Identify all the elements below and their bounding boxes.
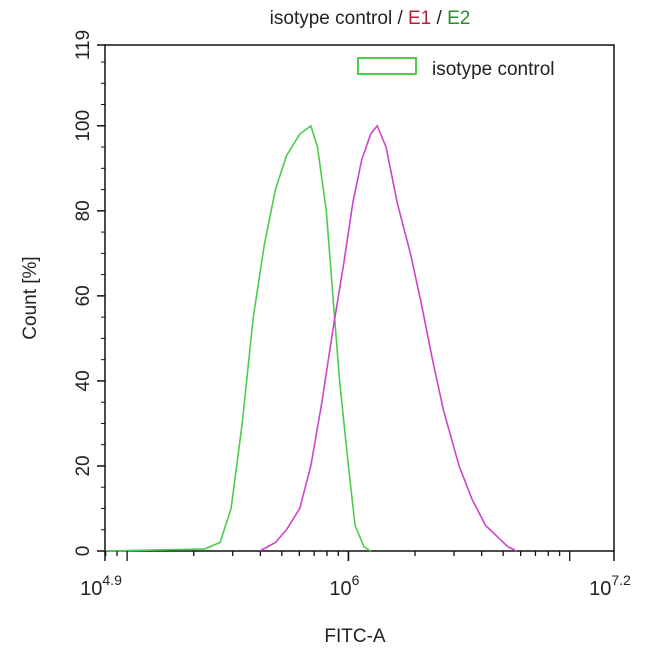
y-tick-label: 119 bbox=[73, 30, 94, 60]
plot-frame bbox=[104, 44, 615, 552]
title-part: E1 bbox=[408, 8, 431, 29]
y-tick-label: 80 bbox=[73, 200, 94, 221]
title-part: E2 bbox=[447, 8, 470, 29]
y-axis-label: Count [%] bbox=[20, 256, 41, 339]
y-tick-label: 60 bbox=[73, 285, 94, 306]
title-part: isotype control / bbox=[270, 8, 408, 29]
x-tick-label: 107.2 bbox=[589, 572, 631, 600]
series-isotype-control bbox=[104, 124, 372, 552]
legend-swatch bbox=[357, 57, 417, 75]
x-tick-label: 104.9 bbox=[80, 572, 122, 600]
x-axis-label: FITC-A bbox=[324, 626, 386, 647]
y-tick-label: 0 bbox=[73, 546, 94, 557]
chart-title: isotype control / E1 / E2 bbox=[270, 8, 471, 29]
y-tick-label: 100 bbox=[73, 110, 94, 142]
series-e1 bbox=[259, 124, 517, 552]
y-tick-label: 40 bbox=[73, 370, 94, 391]
legend: isotype control bbox=[357, 57, 555, 80]
y-tick-label: 20 bbox=[73, 455, 94, 476]
x-tick-label: 106 bbox=[329, 572, 359, 600]
legend-label: isotype control bbox=[432, 59, 555, 80]
title-part: / bbox=[431, 8, 447, 29]
